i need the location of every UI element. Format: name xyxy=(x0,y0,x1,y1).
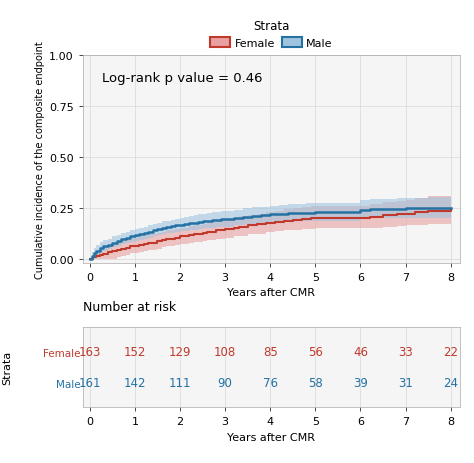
Text: 108: 108 xyxy=(214,346,236,359)
Text: 85: 85 xyxy=(263,346,278,359)
Text: 22: 22 xyxy=(443,346,458,359)
Text: 24: 24 xyxy=(443,376,458,389)
Text: 161: 161 xyxy=(79,376,101,389)
Text: 39: 39 xyxy=(353,376,368,389)
Text: 33: 33 xyxy=(398,346,413,359)
X-axis label: Years after CMR: Years after CMR xyxy=(228,288,315,298)
Text: 90: 90 xyxy=(218,376,233,389)
X-axis label: Years after CMR: Years after CMR xyxy=(228,432,315,442)
Text: 31: 31 xyxy=(398,376,413,389)
Y-axis label: Cumulative incidence of the composite endpoint: Cumulative incidence of the composite en… xyxy=(35,41,45,278)
Text: 152: 152 xyxy=(124,346,146,359)
Text: Log-rank p value = 0.46: Log-rank p value = 0.46 xyxy=(102,72,262,85)
Y-axis label: Strata: Strata xyxy=(2,350,12,385)
Text: 58: 58 xyxy=(308,376,323,389)
Text: 129: 129 xyxy=(169,346,191,359)
Legend: Female, Male: Female, Male xyxy=(206,15,337,53)
Text: 163: 163 xyxy=(79,346,101,359)
Text: 46: 46 xyxy=(353,346,368,359)
Text: Number at risk: Number at risk xyxy=(83,300,176,313)
Text: 111: 111 xyxy=(169,376,191,389)
Text: 142: 142 xyxy=(124,376,146,389)
Text: 76: 76 xyxy=(263,376,278,389)
Text: 56: 56 xyxy=(308,346,323,359)
